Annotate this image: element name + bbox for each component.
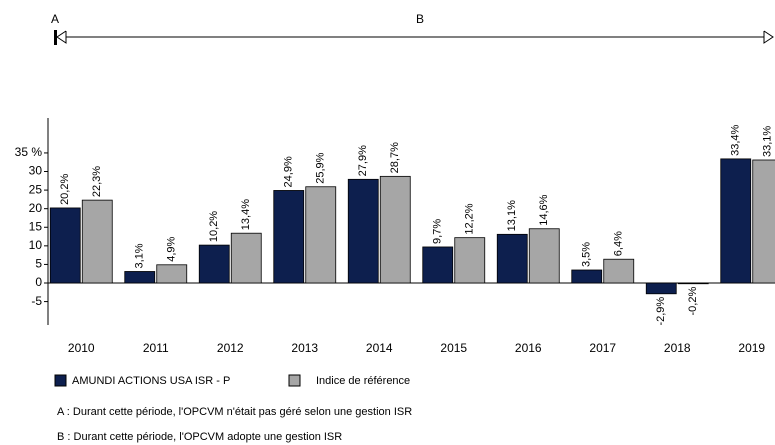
value-label: 20,2% [59, 174, 71, 205]
value-label: -2,9% [655, 297, 667, 326]
bar [677, 282, 709, 285]
value-label: 27,9% [357, 145, 369, 176]
bar [156, 264, 188, 284]
bar [347, 178, 379, 284]
y-tick-label: 10 [29, 238, 43, 252]
value-label: 12,2% [464, 203, 476, 234]
bar [198, 244, 230, 284]
value-label: 13,4% [240, 199, 252, 230]
value-label: 3,5% [581, 242, 593, 267]
value-label: 6,4% [613, 231, 625, 256]
legend-label: Indice de référence [316, 375, 410, 387]
bar [273, 190, 305, 284]
bar [124, 271, 156, 284]
value-label: 33,4% [730, 124, 742, 155]
y-tick-label: 20 [29, 201, 43, 215]
value-label: 28,7% [389, 142, 401, 173]
bar [645, 282, 677, 295]
value-label: 25,9% [315, 152, 327, 183]
bar [81, 199, 113, 284]
footnote: B : Durant cette période, l'OPCVM adopte… [57, 431, 342, 443]
bar [752, 159, 775, 284]
footnote: A : Durant cette période, l'OPCVM n'étai… [57, 406, 412, 418]
value-label: 10,2% [208, 211, 220, 242]
period-arrows [54, 30, 774, 45]
x-tick-label: 2015 [440, 341, 467, 355]
bar [454, 237, 486, 284]
x-tick-label: 2014 [366, 341, 393, 355]
value-label: 13,1% [506, 200, 518, 231]
legend-swatch [54, 374, 67, 387]
bar [528, 228, 560, 284]
period-label: A [51, 12, 59, 26]
bar [305, 186, 337, 284]
y-tick-label: -5 [31, 294, 42, 308]
x-tick-label: 2017 [589, 341, 616, 355]
value-label: 3,1% [134, 243, 146, 268]
value-label: 24,9% [283, 156, 295, 187]
y-tick-label: 30 [29, 164, 43, 178]
x-tick-label: 2011 [143, 341, 169, 355]
x-tick-label: 2012 [217, 341, 244, 355]
value-label: -0,2% [687, 287, 699, 316]
x-tick-label: 2013 [291, 341, 318, 355]
bar [571, 269, 603, 284]
value-label: 14,6% [538, 194, 550, 225]
legend-swatch [288, 374, 301, 387]
value-label: 4,9% [166, 237, 178, 262]
y-tick-label: 35 % [15, 145, 43, 159]
bar [49, 207, 81, 284]
y-tick-label: 15 [29, 219, 43, 233]
bar [379, 175, 411, 284]
x-tick-label: 2019 [738, 341, 765, 355]
y-tick-label: 25 [29, 182, 43, 196]
x-tick-label: 2016 [515, 341, 542, 355]
period-label: B [416, 12, 424, 26]
bar [720, 158, 752, 284]
bar [422, 246, 454, 284]
value-label: 33,1% [762, 126, 774, 157]
bar [230, 232, 262, 284]
x-tick-label: 2010 [68, 341, 95, 355]
bar [603, 258, 635, 284]
value-label: 22,3% [91, 166, 103, 197]
x-tick-label: 2018 [664, 341, 691, 355]
y-tick-label: 5 [35, 257, 42, 271]
bar [496, 233, 528, 284]
y-tick-label: 0 [35, 275, 42, 289]
value-label: 9,7% [432, 219, 444, 244]
legend-label: AMUNDI ACTIONS USA ISR - P [72, 375, 230, 387]
